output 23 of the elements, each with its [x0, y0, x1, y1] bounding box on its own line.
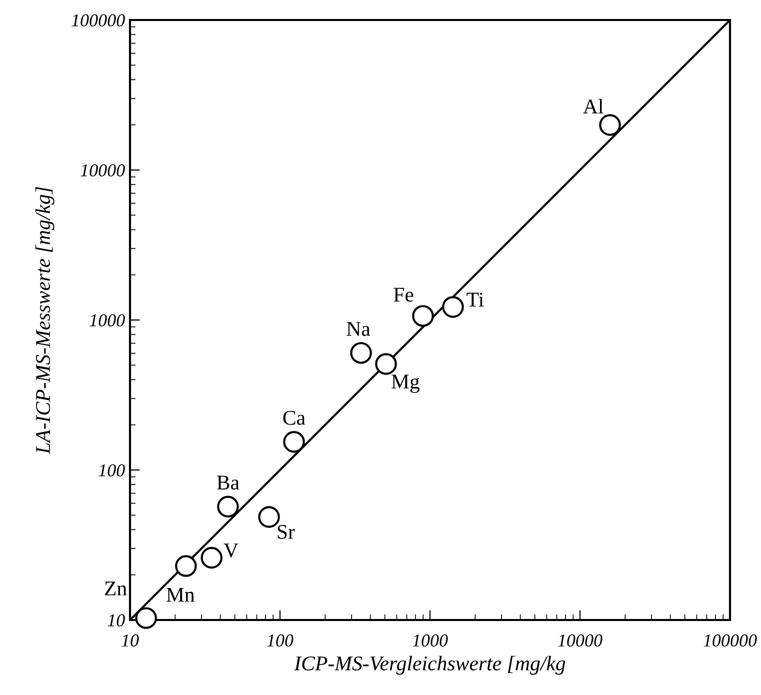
- annotation: Fe: [394, 288, 414, 302]
- y-tick-label: 100000: [72, 14, 125, 26]
- y-axis-title: LA-ICP-MS-Messwerte [mg/kg]: [35, 186, 54, 454]
- x-tick-label: 1000: [412, 634, 448, 647]
- annotation: Ca: [283, 410, 306, 425]
- annotation: Ba: [217, 476, 240, 490]
- annotation: Sr: [278, 524, 295, 539]
- y-tick-label: 100: [98, 464, 125, 476]
- annotation: Mg: [392, 374, 420, 393]
- y-tick-label: 10: [108, 614, 125, 626]
- annotation: Mn: [166, 588, 195, 602]
- y-tick-label: 1000: [90, 314, 125, 326]
- annotation: Ti: [466, 292, 484, 306]
- x-tick-label: 10: [122, 634, 139, 647]
- x-axis-title: ICP-MS-Vergleichswerte [mg/kg: [294, 656, 566, 675]
- x-tick-label: 100: [267, 634, 294, 647]
- y-tick-label: 10000: [80, 164, 125, 176]
- annotation: Al: [583, 98, 604, 114]
- x-tick-label: 100000: [704, 634, 757, 647]
- annotation: Zn: [104, 582, 127, 596]
- annotation: Na: [346, 322, 370, 336]
- x-tick-label: 10000: [558, 634, 602, 647]
- annotation: V: [224, 544, 238, 558]
